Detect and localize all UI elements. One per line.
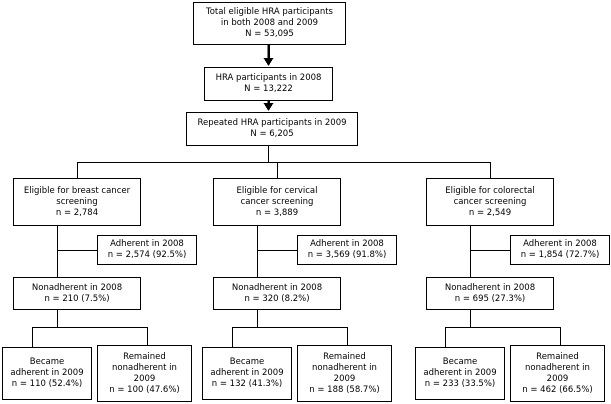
box-cervical-eligible: Eligible for cervical cancer screening n…	[213, 178, 341, 226]
box-cervical-became-adherent-2009: Became adherent in 2009 n = 132 (41.3%)	[202, 347, 292, 400]
box-colorectal-became-adherent-2009: Became adherent in 2009 n = 233 (33.5%)	[415, 347, 505, 400]
box-repeated-2009-participants: Repeated HRA participants in 2009 N = 6,…	[186, 112, 358, 146]
box-colorectal-adherent-2008: Adherent in 2008 n = 1,854 (72.7%)	[510, 235, 610, 265]
box-breast-nonadherent-2008: Nonadherent in 2008 n = 210 (7.5%)	[13, 277, 141, 310]
box-colorectal-nonadherent-2008: Nonadherent in 2008 n = 695 (27.3%)	[426, 277, 554, 310]
arrow-down-icon	[263, 45, 274, 66]
box-breast-remained-nonadherent-2009: Remained nonadherent in 2009 n = 100 (47…	[97, 345, 192, 402]
box-breast-adherent-2008: Adherent in 2008 n = 2,574 (92.5%)	[97, 235, 197, 265]
box-cervical-nonadherent-2008: Nonadherent in 2008 n = 320 (8.2%)	[213, 277, 341, 310]
box-colorectal-eligible: Eligible for colorectal cancer screening…	[426, 178, 554, 226]
arrow-down-icon	[263, 101, 274, 111]
box-breast-became-adherent-2009: Became adherent in 2009 n = 110 (52.4%)	[2, 347, 92, 400]
box-breast-eligible: Eligible for breast cancer screening n =…	[13, 178, 141, 226]
box-hra-2008-participants: HRA participants in 2008 N = 13,222	[204, 67, 333, 101]
box-total-participants: Total eligible HRA participants in both …	[193, 2, 346, 45]
box-cervical-remained-nonadherent-2009: Remained nonadherent in 2009 n = 188 (58…	[297, 345, 392, 402]
box-colorectal-remained-nonadherent-2009: Remained nonadherent in 2009 n = 462 (66…	[510, 345, 605, 402]
box-cervical-adherent-2008: Adherent in 2008 n = 3,569 (91.8%)	[297, 235, 397, 265]
